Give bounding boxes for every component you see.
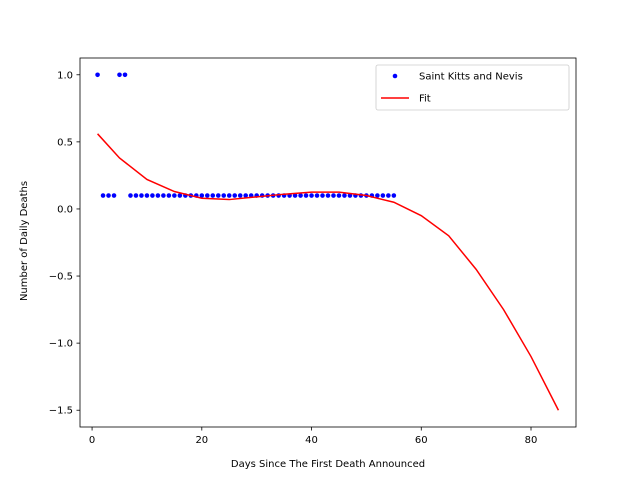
- y-tick-label: 0.5: [57, 137, 73, 148]
- y-axis-label: Number of Daily Deaths: [19, 181, 30, 301]
- data-point: [177, 193, 183, 198]
- data-point: [237, 193, 243, 198]
- data-point: [380, 193, 386, 198]
- data-point: [139, 193, 144, 198]
- x-tick-label: 80: [525, 435, 538, 446]
- data-point: [325, 193, 331, 198]
- data-point: [314, 193, 320, 198]
- data-point: [320, 193, 325, 198]
- x-tick-label: 40: [305, 435, 318, 446]
- data-point: [303, 193, 309, 198]
- data-point: [172, 193, 177, 198]
- data-point: [243, 193, 248, 198]
- data-point: [144, 193, 150, 198]
- y-tick-label: −1.5: [49, 406, 73, 417]
- axis-ticks: 0 20 40 60 80 −1.5 −1.0 −0.5 0.0 0.5 1.0: [49, 70, 538, 446]
- data-point: [166, 193, 172, 198]
- y-tick-label: −0.5: [49, 272, 73, 283]
- x-tick-label: 60: [415, 435, 428, 446]
- data-point: [221, 193, 227, 198]
- data-point: [391, 193, 397, 198]
- data-point: [309, 193, 314, 198]
- y-tick-label: −1.0: [49, 339, 73, 350]
- fit-line: [97, 133, 560, 411]
- data-point: [133, 193, 139, 198]
- y-tick-label: 1.0: [57, 70, 73, 81]
- data-point: [161, 193, 166, 198]
- legend-label: Fit: [419, 94, 431, 105]
- data-point: [204, 193, 210, 198]
- legend-marker-swatch: [392, 73, 398, 79]
- data-point: [292, 193, 298, 198]
- data-point: [232, 193, 238, 198]
- data-point: [199, 193, 205, 198]
- legend-label: Saint Kitts and Nevis: [419, 72, 523, 83]
- data-point: [386, 193, 391, 198]
- x-tick-label: 20: [195, 435, 208, 446]
- data-point: [215, 193, 221, 198]
- data-point: [336, 193, 342, 198]
- data-point: [111, 193, 117, 198]
- legend: Saint Kitts and Nevis Fit: [375, 64, 570, 111]
- legend-box: [375, 64, 570, 111]
- data-point: [95, 72, 100, 78]
- axes-frame: [79, 57, 577, 428]
- y-tick-label: 0.0: [57, 204, 73, 215]
- data-point: [342, 193, 347, 198]
- data-point: [100, 193, 106, 198]
- data-point: [331, 193, 336, 198]
- data-point: [210, 193, 216, 198]
- data-point: [117, 72, 122, 78]
- data-point: [226, 193, 232, 198]
- x-axis-label: Days Since The First Death Announced: [231, 459, 425, 470]
- data-point: [150, 193, 155, 198]
- plot-area: [79, 57, 577, 428]
- data-point: [106, 193, 111, 198]
- data-point: [375, 193, 380, 198]
- data-point: [128, 193, 133, 198]
- x-tick-label: 0: [89, 435, 95, 446]
- data-point: [122, 72, 128, 78]
- data-point: [155, 193, 161, 198]
- data-point: [298, 193, 303, 198]
